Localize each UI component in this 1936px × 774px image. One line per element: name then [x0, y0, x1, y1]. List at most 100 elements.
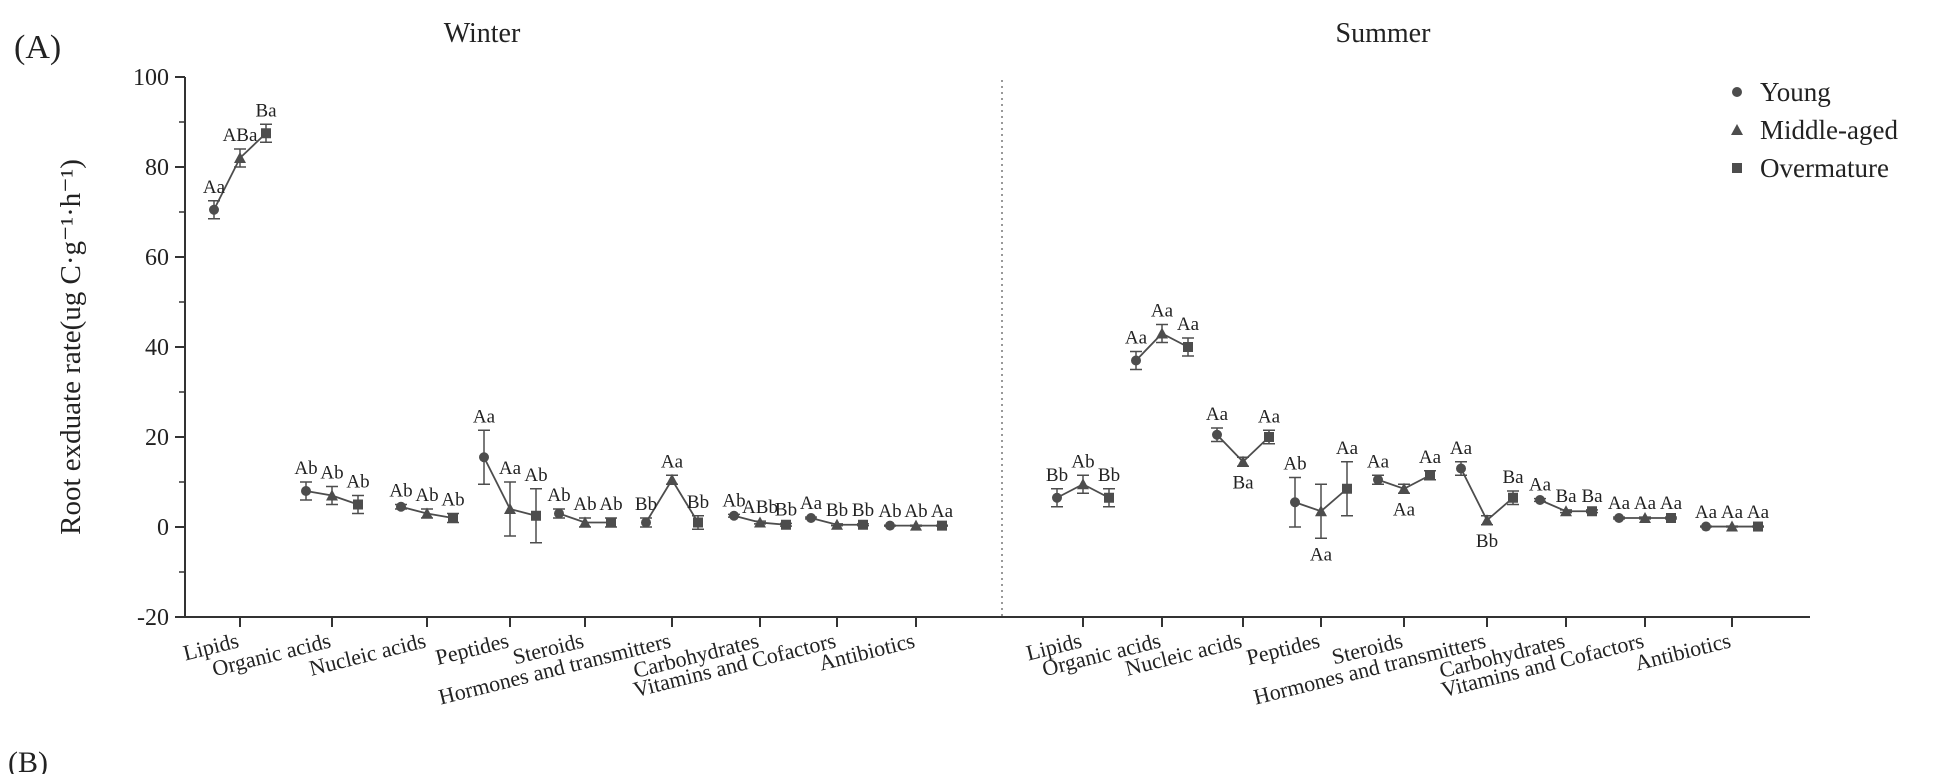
- significance-label: Bb: [826, 500, 848, 521]
- significance-label: Bb: [635, 494, 657, 515]
- significance-label: Aa: [203, 177, 226, 198]
- significance-label: Ab: [547, 485, 570, 506]
- significance-label: ABa: [223, 125, 258, 146]
- data-point: [326, 489, 338, 501]
- significance-label: Bb: [852, 500, 874, 521]
- data-point: [781, 519, 791, 530]
- significance-label: Ab: [320, 463, 343, 484]
- significance-label: Ab: [904, 501, 927, 522]
- significance-label: Bb: [775, 499, 797, 520]
- season-title: Summer: [1336, 18, 1432, 49]
- data-point: [1508, 492, 1518, 503]
- data-point: [261, 128, 271, 139]
- data-point: [806, 513, 816, 523]
- significance-label: Aa: [1695, 502, 1718, 523]
- data-point: [1535, 495, 1545, 505]
- data-point: [1701, 521, 1711, 532]
- significance-label: Aa: [1310, 544, 1333, 565]
- x-tick-label: Peptides: [433, 628, 511, 670]
- significance-label: Ab: [389, 481, 412, 502]
- data-point: [1726, 520, 1738, 532]
- data-point: [910, 519, 922, 531]
- data-point: [937, 520, 947, 531]
- panel-label-next: (B): [8, 746, 48, 774]
- data-point: [1315, 505, 1327, 517]
- data-point: [1560, 505, 1572, 517]
- data-point: [421, 507, 433, 519]
- significance-label: Aa: [1367, 451, 1390, 472]
- significance-label: Ab: [1283, 454, 1306, 475]
- data-point: [396, 501, 406, 512]
- data-point: [1614, 513, 1624, 523]
- legend-label: Middle-aged: [1760, 115, 1898, 145]
- legend-label: Young: [1760, 77, 1831, 107]
- data-point: [1052, 492, 1062, 503]
- data-point: [729, 510, 739, 521]
- panel-label: (A): [14, 29, 61, 66]
- significance-label: Ab: [441, 490, 464, 511]
- data-point: [831, 518, 843, 530]
- significance-label: Ab: [573, 494, 596, 515]
- data-point: [1290, 497, 1300, 508]
- data-point: [448, 513, 458, 523]
- y-tick-label: -20: [137, 605, 169, 631]
- data-point: [1456, 463, 1466, 474]
- x-tick-label: Antibiotics: [1632, 628, 1733, 676]
- data-point: [554, 508, 564, 519]
- significance-label: Ba: [1581, 486, 1603, 507]
- data-point: [1183, 342, 1193, 352]
- significance-label: Aa: [931, 501, 954, 522]
- significance-label: Ab: [878, 501, 901, 522]
- data-point: [1373, 474, 1383, 485]
- significance-label: Aa: [473, 406, 496, 427]
- significance-label: Aa: [1634, 493, 1657, 514]
- data-point: [479, 452, 489, 463]
- legend: Young Middle-aged Overmature: [1731, 77, 1898, 183]
- data-point: [1212, 429, 1222, 440]
- significance-label: Aa: [800, 493, 823, 514]
- data-point: [504, 503, 516, 514]
- data-point: [531, 510, 541, 521]
- significance-label: Aa: [661, 451, 684, 472]
- season-titles: Winter Summer: [444, 18, 1431, 49]
- legend-marker: [1732, 163, 1742, 173]
- data-point: [1104, 492, 1114, 503]
- significance-label: Bb: [1476, 531, 1498, 552]
- data-point: [1425, 470, 1435, 481]
- significance-label: Aa: [1177, 314, 1200, 335]
- significance-label: Ba: [1502, 467, 1524, 488]
- legend-label: Overmature: [1760, 153, 1889, 183]
- data-point: [1077, 478, 1089, 490]
- data-point: [885, 520, 895, 531]
- axes: -20 0 20 40 60 80 100 Root exduate rate(ug C·g⁻…: [55, 65, 1810, 710]
- data-point: [754, 516, 766, 528]
- significance-label: Aa: [1336, 438, 1359, 459]
- legend-marker: [1732, 87, 1742, 97]
- data-point: [301, 486, 311, 496]
- significance-label: Aa: [1206, 404, 1229, 425]
- significance-label: Ab: [524, 465, 547, 486]
- significance-label: Aa: [1258, 406, 1281, 427]
- data-point: [606, 517, 616, 528]
- significance-label: Aa: [1747, 502, 1770, 523]
- significance-label: Ab: [722, 490, 745, 511]
- y-tick-label: 0: [157, 515, 169, 541]
- data-point: [1639, 512, 1651, 523]
- significance-label: Aa: [1608, 493, 1631, 514]
- y-tick-label: 80: [145, 155, 169, 181]
- y-tick-label: 60: [145, 245, 169, 271]
- data-point: [666, 473, 678, 485]
- significance-label: Aa: [1151, 301, 1174, 322]
- significance-label: Ab: [415, 485, 438, 506]
- significance-label: Aa: [1721, 502, 1744, 523]
- y-tick-label: 40: [145, 335, 169, 361]
- significance-label: Ab: [294, 458, 317, 479]
- significance-label: Bb: [687, 492, 709, 513]
- data-point: [1753, 521, 1763, 532]
- data-point: [234, 152, 246, 163]
- significance-label: Ba: [1555, 486, 1577, 507]
- data-point: [579, 516, 591, 528]
- significance-label: Aa: [1125, 328, 1148, 349]
